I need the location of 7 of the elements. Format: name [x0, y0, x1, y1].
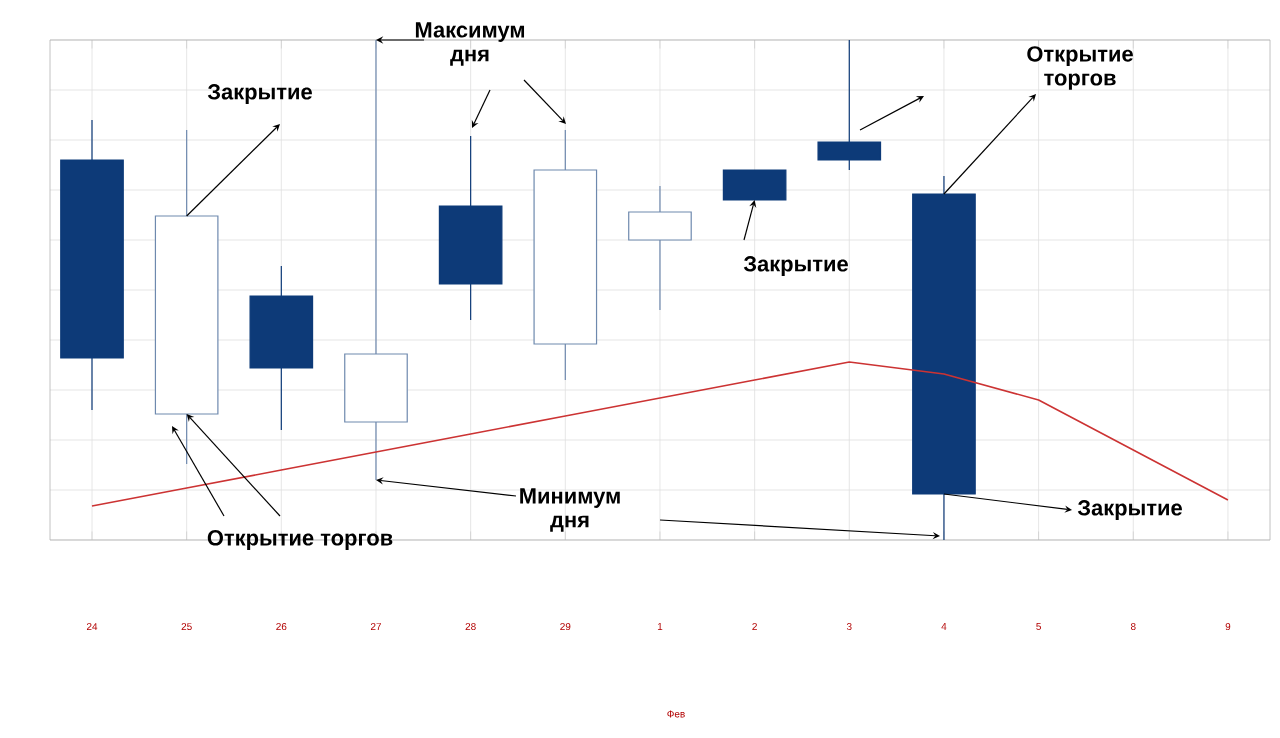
annotation: Закрытие — [743, 256, 848, 276]
annotation: Закрытие — [1077, 500, 1182, 520]
annotation: Максимум дня — [415, 22, 525, 66]
annotation: Закрытие — [207, 84, 312, 104]
annotation: Открытие торгов — [1027, 46, 1133, 90]
annotation: Открытие торгов — [207, 530, 393, 550]
annotation: Минимум дня — [520, 488, 620, 532]
